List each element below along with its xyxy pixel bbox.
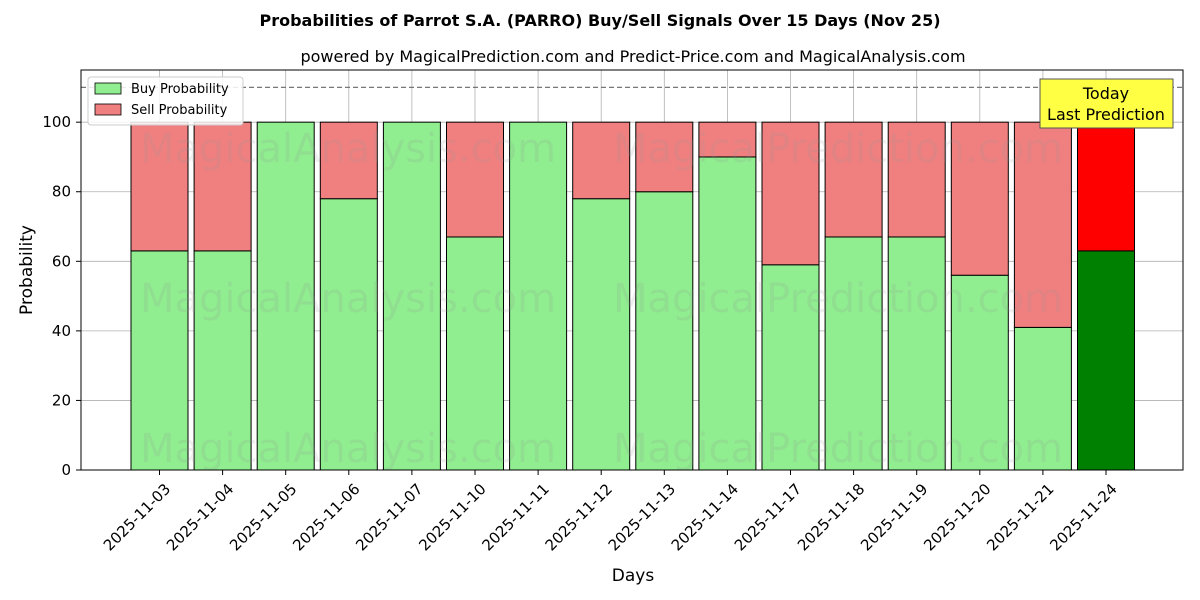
- x-tick-label-2025-11-06: 2025-11-06: [289, 480, 363, 554]
- bar-buy-2025-11-10: [446, 236, 504, 471]
- watermark-prediction-1: MagicalPrediction.com: [613, 126, 1063, 172]
- bar-sell-2025-11-18: [824, 121, 883, 238]
- y-tick-label-0: 0: [61, 461, 71, 479]
- x-tick-label-2025-11-12: 2025-11-12: [542, 480, 616, 554]
- legend-label-sell: Sell Probability: [131, 103, 228, 118]
- bar-sell-2025-11-13: [635, 121, 694, 193]
- legend-swatch-sell: [94, 103, 122, 116]
- today-annotation-line1: Today: [1082, 84, 1129, 103]
- legend-box: [87, 76, 244, 126]
- y-axis: 0 20 40 60 80 100: [42, 113, 81, 479]
- bar-buy-2025-11-11: [509, 121, 568, 471]
- x-tick-label-2025-11-04: 2025-11-04: [163, 480, 237, 554]
- x-tick-label-2025-11-13: 2025-11-13: [605, 480, 679, 554]
- watermarks: MagicalAnalysis.com MagicalPrediction.co…: [140, 126, 1063, 472]
- bar-buy-2025-11-05: [256, 121, 315, 471]
- today-annotation-box: [1039, 78, 1174, 129]
- x-tick-label-2025-11-24: 2025-11-24: [1046, 480, 1120, 554]
- x-tick-label-2025-11-10: 2025-11-10: [415, 480, 489, 554]
- bar-buy-2025-11-20: [950, 274, 1009, 471]
- bar-buy-2025-11-07: [382, 121, 441, 471]
- watermark-prediction-2: MagicalPrediction.com: [613, 276, 1063, 322]
- watermark-analysis-1: MagicalAnalysis.com: [140, 126, 556, 172]
- watermark-analysis-3: MagicalAnalysis.com: [140, 426, 556, 472]
- legend-swatch-buy: [94, 82, 122, 95]
- chart-subtitle: powered by MagicalPrediction.com and Pre…: [300, 47, 965, 66]
- y-tick-label-20: 20: [52, 391, 71, 409]
- bar-sell-2025-11-19: [887, 121, 946, 238]
- plot-frame: [80, 69, 1184, 471]
- x-tick-label-2025-11-14: 2025-11-14: [668, 480, 742, 554]
- x-tick-label-2025-11-05: 2025-11-05: [226, 480, 300, 554]
- x-tick-label-2025-11-17: 2025-11-17: [731, 480, 805, 554]
- bar-buy-2025-11-24: [1077, 250, 1135, 471]
- y-tick-label-80: 80: [52, 183, 71, 201]
- today-annotation-line2: Last Prediction: [1047, 105, 1165, 124]
- bars: [130, 121, 1135, 471]
- x-tick-label-2025-11-07: 2025-11-07: [352, 480, 426, 554]
- watermark-prediction-3: MagicalPrediction.com: [613, 426, 1063, 472]
- bar-sell-2025-11-12: [572, 121, 631, 200]
- bar-buy-2025-11-19: [887, 236, 946, 471]
- x-axis: 2025-11-032025-11-042025-11-052025-11-06…: [100, 470, 1121, 554]
- x-tick-label-2025-11-19: 2025-11-19: [857, 480, 931, 554]
- x-axis-label: Days: [612, 566, 655, 586]
- legend-label-buy: Buy Probability: [131, 82, 229, 97]
- legend: Buy Probability Sell Probability: [87, 76, 244, 126]
- today-annotation: Today Last Prediction: [1039, 78, 1174, 129]
- bar-sell-2025-11-14: [698, 121, 757, 158]
- bar-sell-2025-11-03: [130, 121, 189, 252]
- bar-buy-2025-11-13: [635, 191, 694, 471]
- bar-sell-2025-11-04: [193, 121, 252, 252]
- x-tick-label-2025-11-18: 2025-11-18: [794, 480, 868, 554]
- y-tick-label-100: 100: [42, 113, 71, 131]
- chart-title: Probabilities of Parrot S.A. (PARRO) Buy…: [259, 11, 940, 30]
- y-tick-label-60: 60: [52, 252, 71, 270]
- watermark-analysis-2: MagicalAnalysis.com: [140, 276, 556, 322]
- bar-buy-2025-11-14: [698, 156, 757, 471]
- bar-sell-2025-11-24: [1077, 121, 1135, 252]
- x-tick-label-2025-11-21: 2025-11-21: [983, 480, 1057, 554]
- bar-sell-2025-11-20: [950, 121, 1009, 276]
- x-tick-label-2025-11-11: 2025-11-11: [478, 480, 552, 554]
- bar-sell-2025-11-21: [1013, 121, 1072, 328]
- y-axis-label: Probability: [17, 225, 37, 315]
- bar-sell-2025-11-17: [761, 121, 820, 266]
- y-tick-label-40: 40: [52, 322, 71, 340]
- x-tick-label-2025-11-20: 2025-11-20: [920, 480, 994, 554]
- bar-buy-2025-11-18: [824, 236, 883, 471]
- bar-sell-2025-11-10: [446, 121, 504, 238]
- x-tick-label-2025-11-03: 2025-11-03: [100, 480, 174, 554]
- bar-buy-2025-11-21: [1013, 326, 1072, 471]
- bar-sell-2025-11-06: [319, 121, 378, 200]
